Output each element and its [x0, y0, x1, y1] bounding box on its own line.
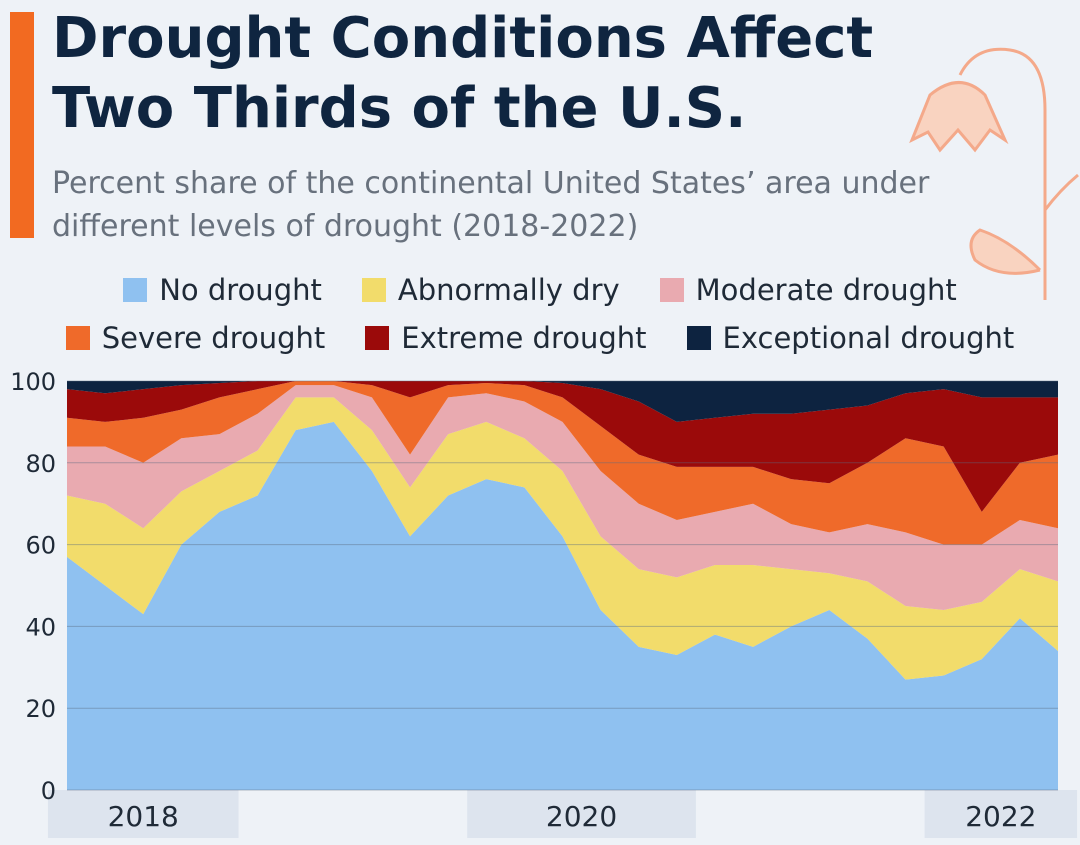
- area: [67, 385, 1058, 611]
- legend-item: Exceptional drought: [686, 321, 1015, 355]
- x-band: [924, 790, 1078, 838]
- chart-subtitle: Percent share of the continental United …: [52, 166, 930, 244]
- flower-decoration: [909, 47, 1079, 300]
- legend-label: No drought: [159, 273, 322, 307]
- chart-title: Drought Conditions Affect Two Thirds of …: [52, 6, 874, 141]
- legend-item: Moderate drought: [659, 273, 957, 307]
- x-tick-label: 2018: [108, 800, 179, 833]
- legend-swatch: [686, 326, 711, 350]
- legend-item: No drought: [123, 273, 322, 307]
- area: [67, 381, 1058, 422]
- legend: No drought Abnormally dry Moderate drought…: [0, 266, 1080, 362]
- y-tick-label: 100: [10, 368, 56, 396]
- legend-label: Extreme drought: [401, 321, 647, 355]
- legend-item: Severe drought: [65, 321, 326, 355]
- area: [67, 421, 1058, 790]
- y-tick-label: 20: [25, 695, 56, 723]
- x-tick-label: 2020: [546, 800, 617, 833]
- legend-label: Exceptional drought: [722, 321, 1015, 355]
- legend-row: No drought Abnormally dry Moderate drought: [0, 266, 1080, 314]
- legend-swatch: [65, 326, 90, 350]
- y-tick-label: 80: [25, 450, 56, 478]
- legend-label: Severe drought: [101, 321, 326, 355]
- y-tick-label: 60: [25, 532, 56, 560]
- y-tick-label: 40: [25, 613, 56, 641]
- area: [67, 381, 1058, 545]
- legend-swatch: [123, 278, 148, 302]
- legend-label: Abnormally dry: [397, 273, 620, 307]
- area: [67, 381, 1058, 512]
- y-tick-label: 0: [41, 777, 56, 805]
- legend-label: Moderate drought: [695, 273, 957, 307]
- legend-swatch: [659, 278, 684, 302]
- x-band: [47, 790, 239, 838]
- legend-item: Extreme drought: [365, 321, 647, 355]
- legend-row: Severe drought Extreme drought Exceptional…: [0, 314, 1080, 362]
- legend-item: Abnormally dry: [361, 273, 620, 307]
- x-band: [467, 790, 696, 838]
- area: [67, 397, 1058, 680]
- accent-bar: [10, 12, 34, 238]
- x-tick-label: 2022: [965, 800, 1036, 833]
- legend-swatch: [361, 278, 386, 302]
- legend-swatch: [365, 326, 390, 350]
